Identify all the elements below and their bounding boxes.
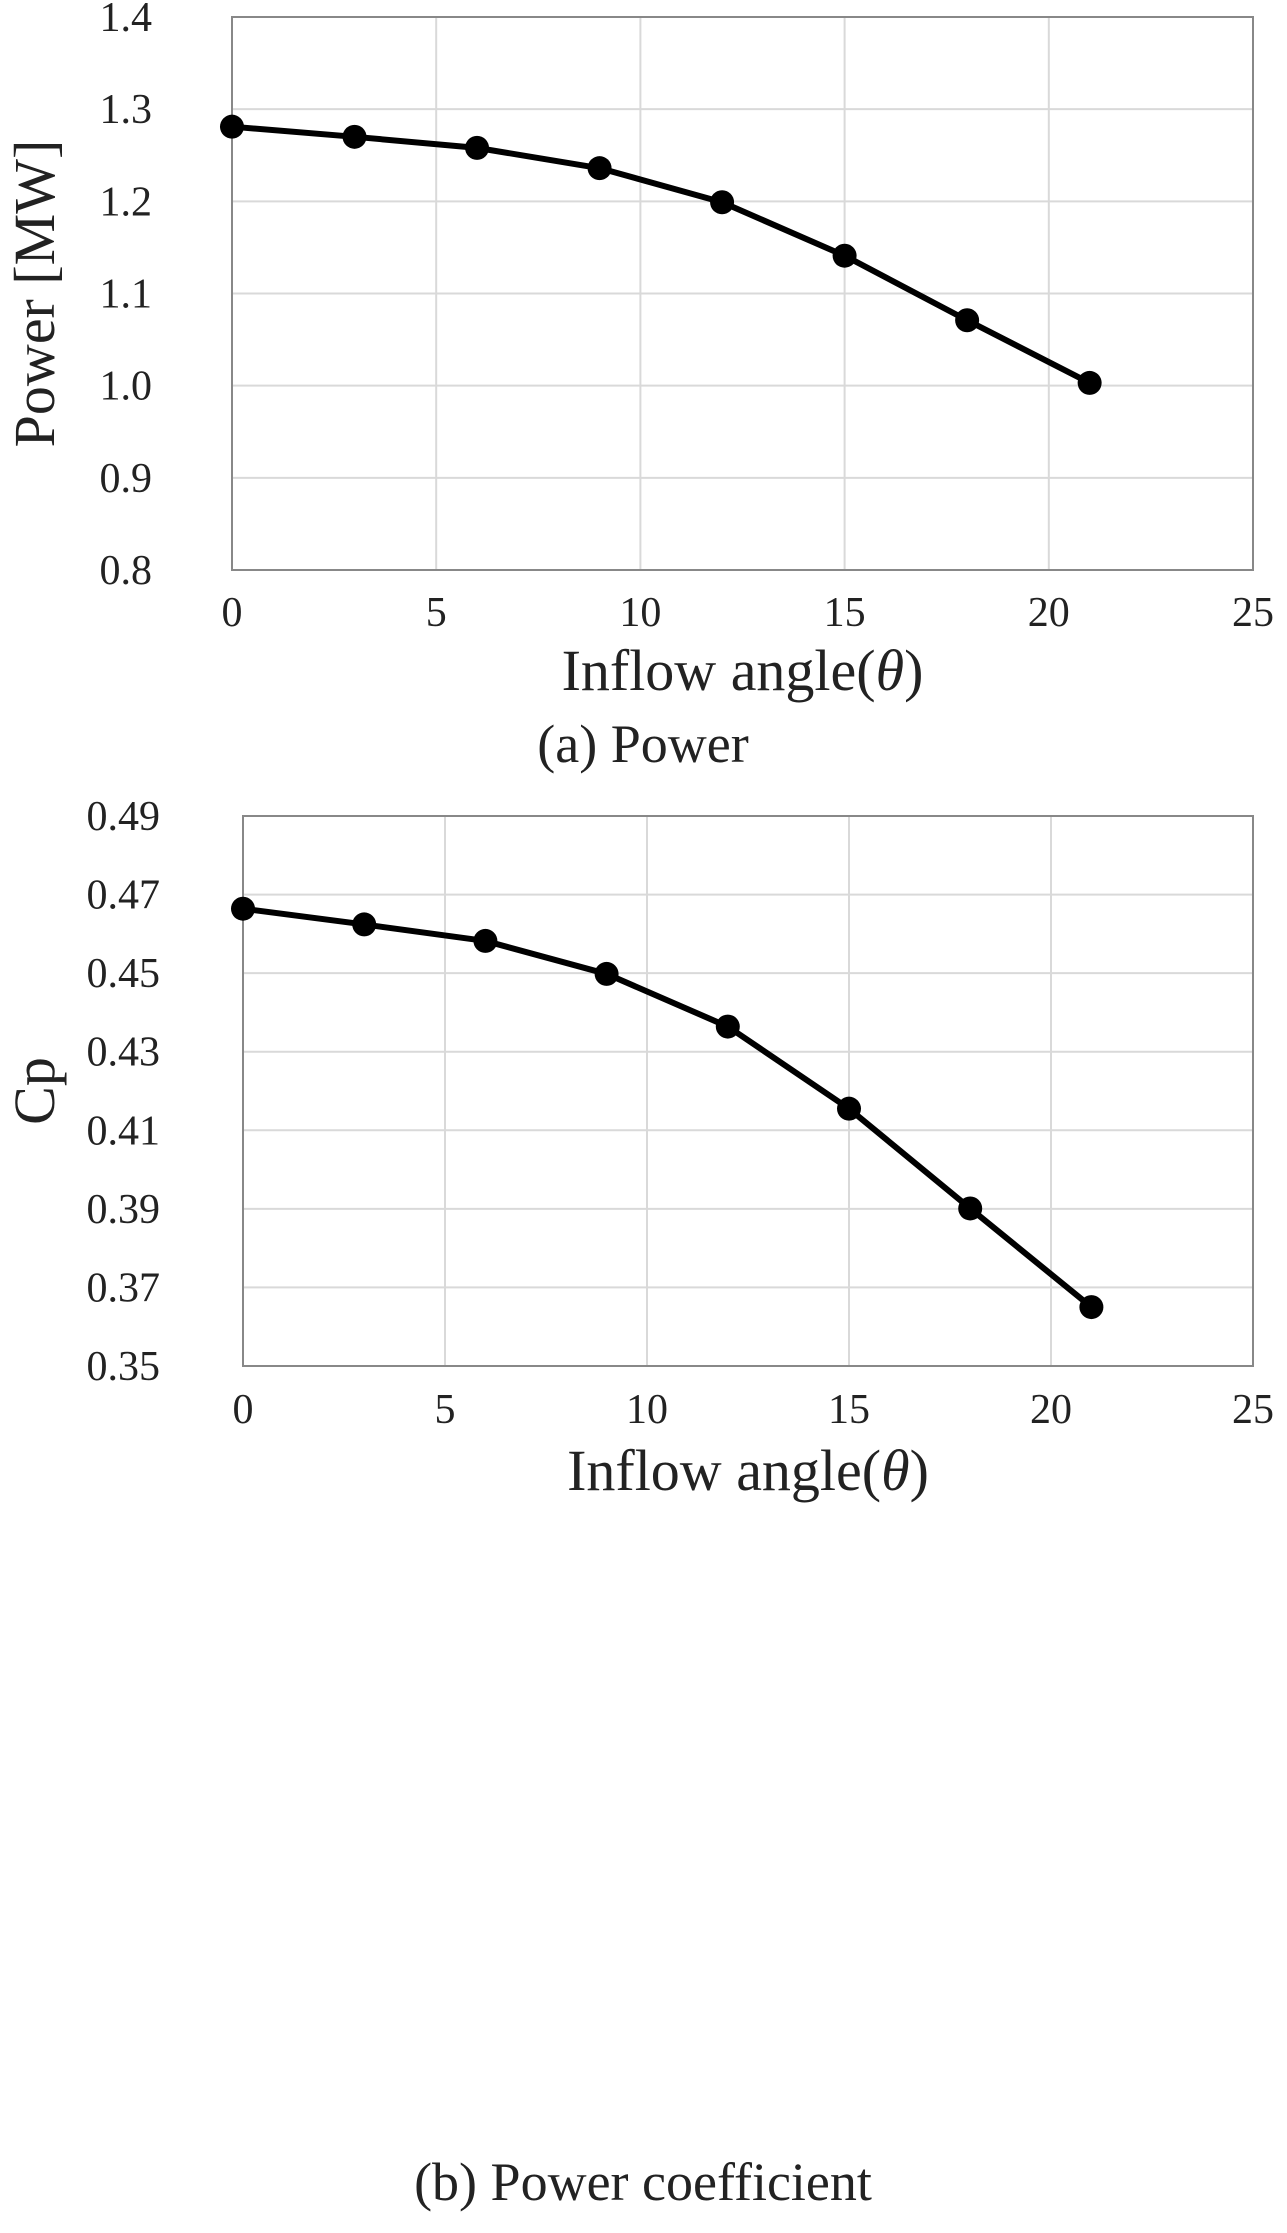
data-point [231, 896, 255, 921]
y-axis-label: Power [MW] [2, 140, 67, 448]
x-axis-label-text: Inflow angle( [567, 1438, 881, 1503]
x-tick-labels: 0 5 10 15 20 25 [222, 590, 1275, 636]
y-tick-label: 0.41 [87, 1108, 161, 1154]
y-tick-label: 0.43 [87, 1030, 161, 1076]
x-tick-label: 5 [435, 1387, 456, 1433]
x-tick-labels: 0 5 10 15 20 25 [233, 1387, 1275, 1433]
y-tick-labels: 0.8 0.9 1.0 1.1 1.2 1.3 1.4 [100, 0, 153, 594]
data-point [710, 190, 735, 215]
x-axis-label: Inflow angle(θ) [562, 638, 924, 703]
x-axis-label-symbol: θ [876, 638, 905, 703]
y-tick-label: 1.2 [100, 179, 153, 225]
series-cp [231, 896, 1104, 1320]
x-tick-label: 0 [222, 590, 243, 636]
x-tick-label: 25 [1232, 1387, 1274, 1433]
gridlines [242, 815, 1254, 1367]
figure-caption: (b) Power coefficient [414, 2152, 872, 2212]
x-tick-label: 20 [1030, 1387, 1072, 1433]
y-tick-label: 1.3 [100, 87, 153, 133]
data-point [715, 1014, 740, 1039]
chart-power: 0 5 10 15 20 25 0.8 0.9 1.0 1.1 1.2 1.3 1.4 Inflow an… [2, 0, 1274, 774]
data-point [587, 156, 612, 181]
series-line [229, 123, 1093, 386]
x-tick-label: 0 [233, 1387, 254, 1433]
y-tick-label: 0.39 [87, 1187, 161, 1233]
x-tick-label: 10 [626, 1387, 668, 1433]
x-axis-label: Inflow angle(θ) [567, 1438, 929, 1503]
x-axis-label-close: ) [904, 638, 923, 703]
plot-area-frame [231, 16, 1254, 571]
x-tick-label: 20 [1028, 590, 1070, 636]
y-axis-label: Cp [2, 1057, 67, 1125]
data-point [594, 961, 619, 986]
figure-caption: (a) Power [537, 714, 748, 774]
x-tick-label: 10 [619, 590, 661, 636]
data-point [832, 243, 857, 268]
y-tick-label: 0.35 [87, 1344, 161, 1390]
y-tick-label: 0.47 [87, 873, 161, 919]
x-axis-label-close: ) [910, 1438, 929, 1503]
y-tick-label: 0.9 [100, 456, 153, 502]
series-line [240, 905, 1095, 1311]
y-tick-labels: 0.35 0.37 0.39 0.41 0.43 0.45 0.47 0.49 [87, 794, 161, 1390]
x-axis-label-text: Inflow angle( [562, 638, 876, 703]
plot-area-frame [242, 815, 1254, 1367]
data-point [352, 912, 377, 937]
data-point [342, 124, 367, 149]
y-tick-label: 0.37 [87, 1265, 161, 1311]
data-point [837, 1096, 861, 1121]
x-tick-label: 15 [828, 1387, 870, 1433]
y-tick-label: 1.0 [100, 364, 153, 410]
chart-cp: 0 5 10 15 20 250.350.370.390.410.430.450.470.… [2, 794, 1274, 2212]
x-axis-label-symbol: θ [881, 1438, 910, 1503]
x-tick-label: 25 [1232, 590, 1274, 636]
data-point [473, 928, 498, 953]
data-point [465, 135, 490, 160]
y-tick-label: 0.8 [100, 548, 153, 594]
data-point [220, 114, 244, 139]
data-point [955, 308, 980, 333]
y-tick-label: 0.45 [87, 951, 161, 997]
x-tick-label: 5 [426, 590, 447, 636]
gridlines [231, 16, 1254, 571]
y-tick-label: 1.4 [100, 0, 153, 41]
data-point [1077, 370, 1102, 395]
data-point [1079, 1295, 1104, 1320]
data-point [958, 1196, 983, 1221]
y-tick-label: 1.1 [100, 272, 153, 318]
y-tick-label: 0.49 [87, 794, 161, 840]
series-power [220, 114, 1102, 395]
x-tick-label: 15 [824, 590, 866, 636]
